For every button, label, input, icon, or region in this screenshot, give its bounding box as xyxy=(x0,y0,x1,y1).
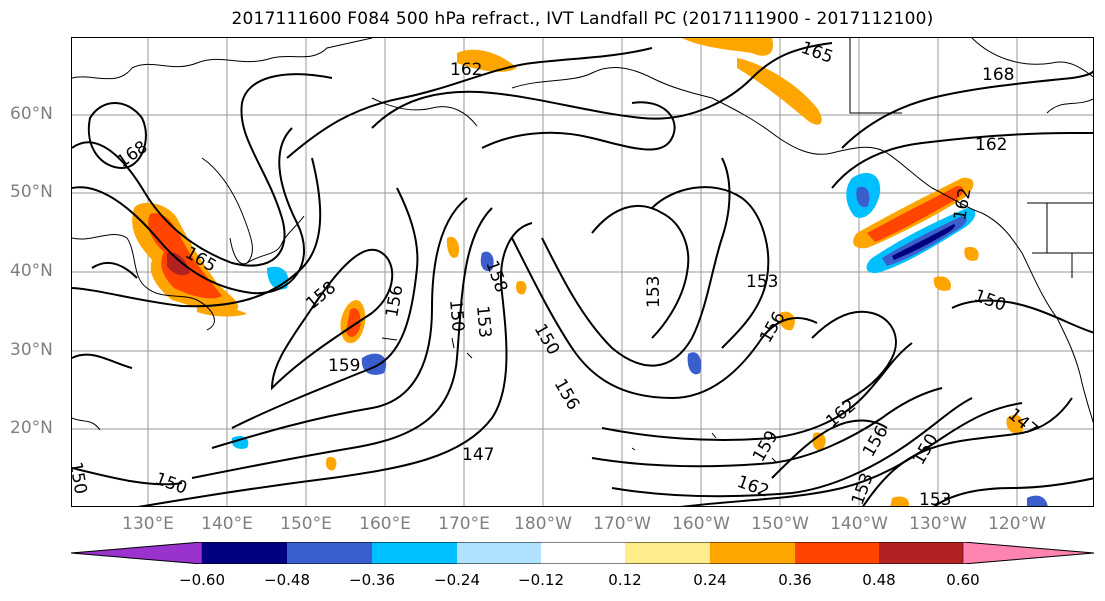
colorbar xyxy=(71,542,1094,564)
contour-label: 156 xyxy=(382,283,407,318)
contour-label: 162 xyxy=(975,135,1007,155)
contour-label: 153 xyxy=(746,272,778,292)
lon-label-180w: 180°W xyxy=(514,514,572,534)
contour-label: 153 xyxy=(472,305,495,339)
colorbar-segment xyxy=(457,542,541,564)
lon-label-150w: 150°W xyxy=(751,514,809,534)
colorbar-segment xyxy=(372,542,457,564)
contour-label: 150 xyxy=(152,469,189,499)
lon-label-130w: 130°W xyxy=(909,514,967,534)
colorbar-tick: −0.24 xyxy=(434,571,480,589)
colorbar-tick: 0.36 xyxy=(778,571,812,589)
colorbar-segment xyxy=(202,542,287,564)
contours xyxy=(72,42,1093,506)
colorbar-segment xyxy=(625,542,710,564)
contour-label: 147 xyxy=(462,445,494,465)
contour-label: 168 xyxy=(982,65,1014,85)
lon-label-160w: 160°W xyxy=(672,514,730,534)
lon-label-120w: 120°W xyxy=(988,514,1046,534)
contour-label: 162 xyxy=(734,472,771,502)
colorbar-segment xyxy=(879,542,963,564)
contour-label: 162 xyxy=(450,60,482,80)
colorbar-tick: −0.12 xyxy=(518,571,564,589)
contour-label: 159 xyxy=(749,427,783,465)
lon-label-140w: 140°W xyxy=(830,514,888,534)
colorbar-segment xyxy=(710,542,795,564)
contour-label: 162 xyxy=(822,396,860,432)
lon-label-150e: 150°E xyxy=(280,514,332,534)
contour-label: 153 xyxy=(644,276,664,308)
contour-label: 159 xyxy=(328,356,360,376)
lon-label-160e: 160°E xyxy=(359,514,411,534)
lat-label-50n: 50°N xyxy=(10,182,53,202)
contour-label: 156 xyxy=(859,422,893,460)
colorbar-tick: 0.12 xyxy=(608,571,642,589)
colorbar-segment xyxy=(287,542,372,564)
lon-label-170e: 170°E xyxy=(438,514,490,534)
lat-label-30n: 30°N xyxy=(10,340,53,360)
contour-label: 158 xyxy=(481,258,511,295)
contour-label: 156 xyxy=(550,376,584,414)
colorbar-tick: −0.48 xyxy=(264,571,310,589)
figure-title: 2017111600 F084 500 hPa refract., IVT La… xyxy=(231,9,934,29)
lon-label-130e: 130°E xyxy=(122,514,174,534)
colorbar-tick: 0.48 xyxy=(862,571,896,589)
colorbar-extend-high xyxy=(962,542,1094,564)
contour-label: 153 xyxy=(919,490,951,507)
lat-label-20n: 20°N xyxy=(10,418,53,438)
coastlines xyxy=(72,38,1093,464)
colorbar-segment xyxy=(541,542,625,564)
lon-label-170w: 170°W xyxy=(593,514,651,534)
colorbar-extend-low xyxy=(71,542,203,564)
colorbar-tick: −0.36 xyxy=(349,571,395,589)
colorbar-tick: −0.60 xyxy=(179,571,225,589)
lat-label-40n: 40°N xyxy=(10,261,53,281)
colorbar-tick: 0.24 xyxy=(693,571,727,589)
lon-label-140e: 140°E xyxy=(201,514,253,534)
contour-label: 150 xyxy=(445,299,468,333)
colorbar-segment xyxy=(795,542,879,564)
lat-label-60n: 60°N xyxy=(10,104,53,124)
contour-label: 158 xyxy=(302,278,340,314)
colorbar-tick: 0.60 xyxy=(946,571,980,589)
contour-label: 150 xyxy=(72,460,90,495)
contour-label: 150 xyxy=(971,286,1008,316)
shaded-anomalies xyxy=(132,38,1048,506)
anomaly-positive-alaska xyxy=(682,38,773,56)
map-canvas: 162 165 168 162 168 165 158 156 150 153 … xyxy=(72,38,1093,507)
map-panel: 162 165 168 162 168 165 158 156 150 153 … xyxy=(71,37,1094,507)
